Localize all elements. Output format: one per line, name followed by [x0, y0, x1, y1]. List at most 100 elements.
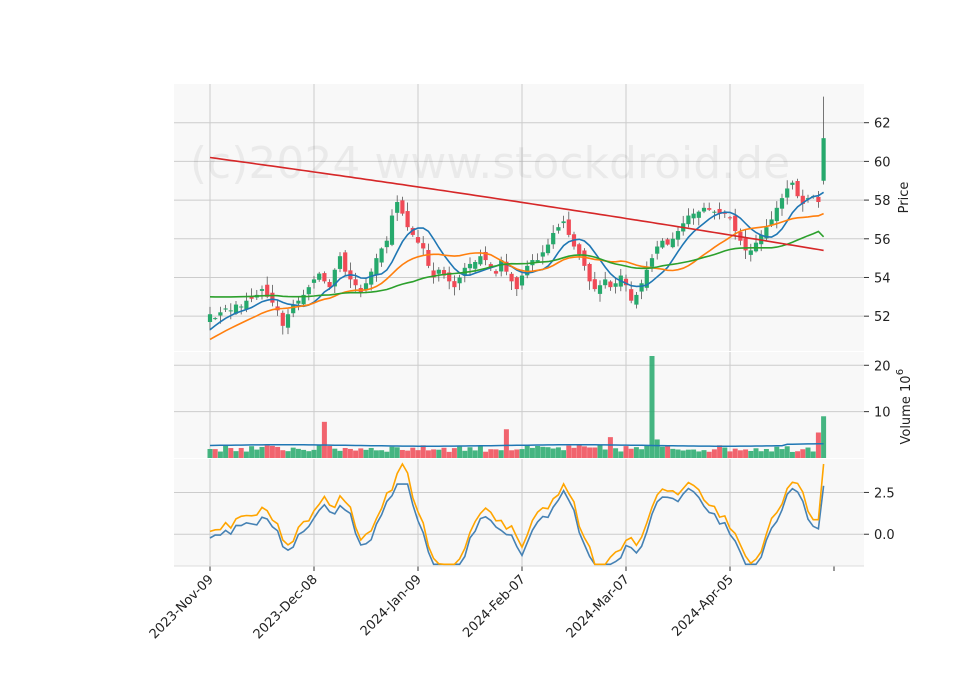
volume-bar [373, 450, 379, 458]
candle-body [717, 208, 722, 214]
candle-body [353, 279, 358, 286]
volume-bar [800, 449, 806, 458]
volume-bar [431, 449, 437, 458]
volume-bar [717, 445, 723, 458]
volume-bar [581, 446, 587, 458]
volume-bar [821, 416, 827, 458]
volume-bar [327, 445, 333, 458]
volume-bar [550, 448, 556, 458]
indicator-line-slow [209, 462, 825, 566]
candle-body [722, 212, 727, 214]
x-tick-label: 2024-Mar-07 [564, 572, 633, 641]
candle-body [270, 292, 275, 303]
candle-body [306, 287, 311, 295]
candle-body [675, 231, 681, 240]
candle-body [452, 281, 457, 288]
panel-background-2 [174, 459, 864, 566]
indicator-line-fast [209, 483, 825, 566]
candle-body [649, 258, 655, 267]
candle-body [499, 260, 504, 272]
candle-body [473, 262, 478, 269]
candle-body [707, 208, 712, 210]
volume-bar [420, 445, 426, 458]
volume-bar [524, 445, 530, 458]
volume-average-line [209, 442, 824, 447]
volume-bar [758, 451, 764, 458]
candle-body [712, 211, 717, 213]
candle-body [280, 312, 285, 326]
candle-body [488, 264, 493, 268]
volume-bar [254, 449, 260, 458]
candle-body [639, 283, 644, 292]
candle-body [785, 188, 790, 198]
candle-body [405, 211, 410, 228]
volume-bar [425, 450, 431, 458]
candle-body [374, 258, 379, 276]
candle-body [587, 263, 592, 282]
volume-bar [379, 450, 385, 458]
volume-bar [451, 448, 457, 458]
candle-body [551, 232, 556, 245]
candle-body [800, 195, 805, 204]
volume-bar [243, 451, 249, 458]
price-tick-label: 52 [874, 310, 891, 325]
candle-body [691, 213, 696, 219]
volume-bar [384, 451, 390, 458]
volume-bar [628, 448, 634, 458]
candle-body [467, 263, 473, 269]
price-tick-label: 56 [874, 233, 891, 248]
volume-bar [457, 446, 463, 458]
volume-bar [753, 448, 759, 458]
x-tick-label: 2023-Dec-08 [251, 572, 321, 642]
candle-body [317, 273, 322, 280]
volume-bar [685, 449, 691, 458]
volume-bar [472, 450, 478, 458]
candle-body [218, 312, 223, 316]
volume-bar [228, 448, 234, 458]
volume-bar [441, 447, 447, 458]
candle-body [748, 250, 753, 255]
moving-average-line-3 [209, 230, 825, 298]
candle-body [577, 244, 582, 255]
volume-tick-label: 10 [874, 406, 891, 421]
price-tick-label: 58 [874, 194, 891, 209]
candle-body [228, 310, 233, 312]
volume-bar [259, 446, 265, 458]
volume-bar [639, 449, 645, 458]
candle-body [504, 261, 509, 272]
volume-axis-exponent: 6 [895, 369, 906, 375]
volume-bar [701, 450, 707, 458]
price-tick-label: 54 [874, 271, 891, 286]
candle-body [779, 198, 785, 209]
volume-bar [561, 450, 567, 458]
candle-body [285, 314, 291, 328]
indicator-tick-label: 0.0 [874, 528, 895, 543]
candle-body [301, 294, 306, 305]
volume-bar [623, 446, 629, 458]
volume-bar [587, 447, 593, 458]
price-panel [207, 96, 826, 341]
candle-body [384, 240, 389, 248]
candle-body [343, 252, 348, 272]
volume-bar [399, 449, 405, 458]
volume-bar [805, 447, 811, 458]
volume-bar [514, 449, 520, 458]
volume-bar [264, 445, 270, 458]
candle-body [327, 282, 332, 288]
volume-bar [607, 437, 613, 458]
candle-body [519, 275, 525, 286]
candle-body [244, 300, 249, 310]
candle-body [296, 300, 301, 304]
volume-bar [337, 450, 343, 458]
volume-bar [795, 451, 801, 458]
volume-bar [238, 447, 244, 458]
x-tick-label: 2024-Feb-07 [460, 572, 529, 641]
candle-body [415, 237, 421, 243]
volume-bar [321, 421, 327, 458]
candle-body [395, 202, 400, 213]
volume-bar [446, 451, 452, 458]
candle-body [426, 249, 431, 266]
candle-body [223, 308, 228, 310]
volume-bar [353, 450, 359, 458]
candle-body [369, 271, 374, 285]
